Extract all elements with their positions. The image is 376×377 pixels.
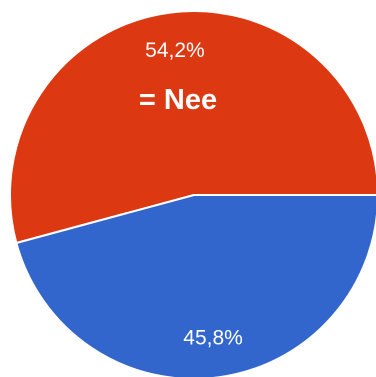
chart-annotation: = Nee: [139, 84, 217, 116]
pie-slices: [9, 10, 376, 377]
slice-label-1: 45,8%: [183, 326, 243, 349]
pie-slice-0: [9, 10, 376, 245]
pie-slice-1: [15, 194, 376, 377]
pie-labels: 54,2% 45,8%: [145, 39, 243, 349]
slice-label-0: 54,2%: [145, 39, 205, 62]
